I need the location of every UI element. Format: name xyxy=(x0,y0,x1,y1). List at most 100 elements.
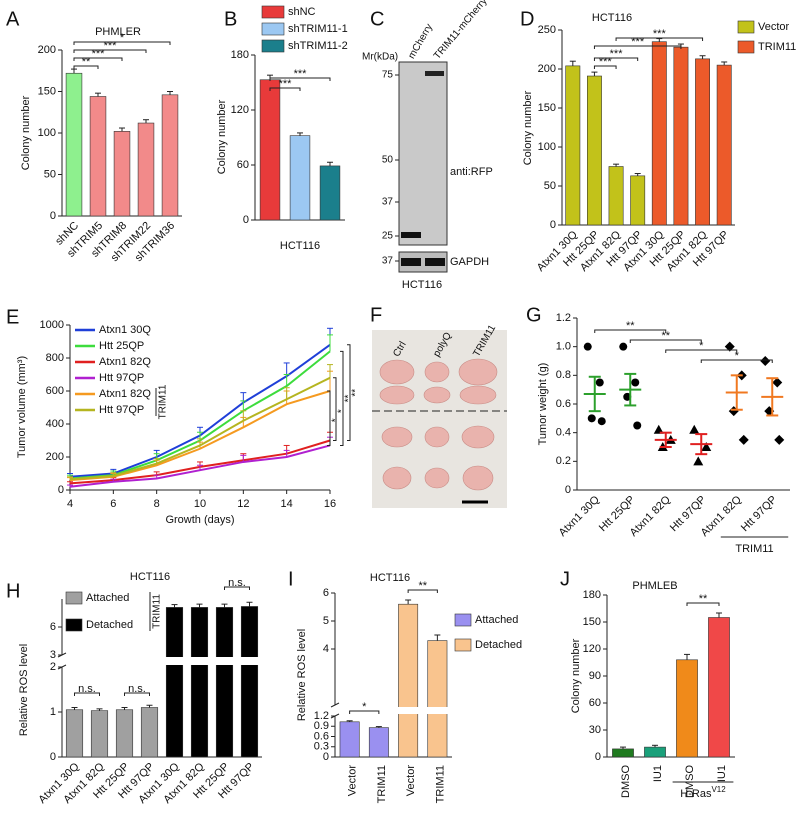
tumor xyxy=(459,385,497,405)
bar xyxy=(630,175,646,226)
y-tick-label: 50 xyxy=(44,168,56,180)
y-axis-label: Colony number xyxy=(570,638,582,713)
significance-bracket xyxy=(73,57,123,61)
series-line xyxy=(69,376,331,481)
y-tick-label: 150 xyxy=(538,102,556,114)
group-label-sup: V12 xyxy=(711,785,726,794)
significance-label: ** xyxy=(626,320,635,332)
significance-label: * xyxy=(120,32,125,44)
legend-label: Attached xyxy=(475,614,518,626)
legend-label: Vector xyxy=(758,21,790,33)
group-label-text: H-Ras xyxy=(680,788,712,800)
x-tick-label: 16 xyxy=(324,498,336,510)
significance-bracket xyxy=(686,602,720,606)
y-axis-label: Colony number xyxy=(522,90,534,165)
bar xyxy=(89,96,107,217)
bar xyxy=(215,607,234,758)
y-axis-label: Relative ROS level xyxy=(296,629,308,721)
significance-label: * xyxy=(735,350,740,362)
blot-membrane xyxy=(398,61,448,246)
cell-line-label: HCT116 xyxy=(402,279,442,291)
data-point xyxy=(633,421,642,430)
bar xyxy=(240,606,259,758)
chart-title: HCT116 xyxy=(592,12,632,24)
data-point xyxy=(701,442,712,451)
panel-letter: E xyxy=(6,306,19,328)
bar xyxy=(115,709,134,758)
group-label: TRIM11 xyxy=(152,594,163,629)
tumor xyxy=(424,426,450,448)
lane-label: TRIM11-mCherry xyxy=(432,0,490,62)
data-point xyxy=(689,424,700,434)
significance-label: * xyxy=(699,340,704,352)
break-mark xyxy=(57,664,67,670)
legend-label: shTRIM11-1 xyxy=(288,23,348,35)
x-tick-label: 10 xyxy=(194,498,206,510)
tumor-photo: Ctrl polyQ TRIM11 xyxy=(372,323,507,508)
significance-label: n.s. xyxy=(128,683,146,695)
legend-label: Atxn1 30Q xyxy=(99,324,151,336)
blot-membrane xyxy=(398,251,448,273)
chart-title: HCT116 xyxy=(370,572,410,584)
legend-label: Htt 25QP xyxy=(99,340,144,352)
y-tick-label: 0 xyxy=(50,210,56,222)
y-tick-label: 0 xyxy=(565,484,571,496)
significance-label: *** xyxy=(631,36,645,48)
data-point xyxy=(653,424,664,434)
legend-label: Htt 97QP xyxy=(99,404,144,416)
bar xyxy=(427,640,448,758)
significance-bracket xyxy=(73,65,99,69)
panel-letter: I xyxy=(288,568,294,590)
y-tick-label: 0 xyxy=(50,751,56,763)
x-tick-label: IU1 xyxy=(716,765,728,782)
data-point xyxy=(587,414,596,423)
loading-label: GAPDH xyxy=(450,256,489,268)
legend-swatch xyxy=(65,618,83,632)
significance-bracket xyxy=(269,77,331,81)
legend-label: Atxn1 82Q xyxy=(99,356,151,368)
data-point xyxy=(631,378,640,387)
y-tick-label: 180 xyxy=(231,49,249,61)
x-tick-label: DMSO xyxy=(684,765,696,798)
significance-label: * xyxy=(331,418,342,422)
y-tick-label: 50 xyxy=(544,180,556,192)
data-point xyxy=(619,342,628,351)
y-tick-label: 150 xyxy=(38,85,56,97)
x-tick-label: DMSO xyxy=(620,765,632,798)
blot-band xyxy=(425,71,444,76)
data-point xyxy=(724,341,735,352)
legend-swatch xyxy=(737,20,755,34)
group-label: TRIM11 xyxy=(735,543,773,555)
panel-letter: H xyxy=(6,580,20,602)
significance-label: *** xyxy=(653,28,667,40)
legend-swatch xyxy=(454,638,472,652)
y-tick-label: 0.3 xyxy=(314,741,329,753)
significance-bracket xyxy=(340,350,344,446)
y-tick-label: 0 xyxy=(550,219,556,231)
y-tick-label: 1.2 xyxy=(314,710,329,722)
significance-bracket xyxy=(224,586,250,590)
tumor xyxy=(424,467,450,489)
significance-label: ** xyxy=(351,389,362,397)
y-tick-label: 600 xyxy=(46,385,64,397)
significance-label: *** xyxy=(294,68,308,80)
y-axis-label: Colony number xyxy=(216,99,228,174)
tumor xyxy=(381,426,413,448)
bar xyxy=(319,165,341,221)
y-tick-label: 150 xyxy=(583,616,601,628)
significance-bracket xyxy=(615,37,704,41)
tumor xyxy=(379,385,415,405)
significance-label: ** xyxy=(344,395,355,403)
x-tick-label: 8 xyxy=(154,498,160,510)
y-tick-label: 60 xyxy=(589,697,601,709)
x-tick-label: Atxn1 30Q xyxy=(557,493,603,539)
significance-label: * xyxy=(362,701,367,713)
x-tick-label: 12 xyxy=(237,498,249,510)
marker-label: 37 xyxy=(382,256,394,267)
marker-label: 75 xyxy=(382,70,394,81)
tumor xyxy=(423,386,451,404)
tumor xyxy=(424,361,450,383)
break-mark xyxy=(57,652,67,658)
bar xyxy=(339,721,360,758)
y-tick-label: 120 xyxy=(583,643,601,655)
